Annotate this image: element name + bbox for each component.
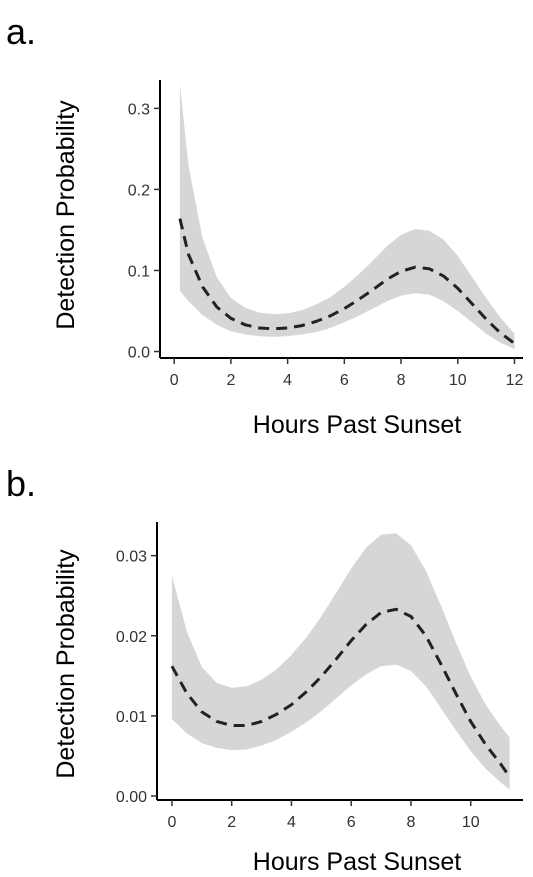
x-tick-label: 0 bbox=[167, 814, 176, 831]
panel-label: a. bbox=[6, 11, 36, 52]
x-tick-label: 12 bbox=[506, 372, 524, 389]
x-tick-label: 10 bbox=[462, 814, 480, 831]
chart-panel-a: a. 0 2 4 6 8 10 12 0.0 0.1 0.2 0.3 Hours Past Sunset… bbox=[6, 11, 523, 439]
y-tick-label: 0.03 bbox=[116, 549, 147, 566]
x-axis-title: Hours Past Sunset bbox=[253, 411, 461, 439]
x-tick-label: 0 bbox=[170, 372, 179, 389]
y-tick-label: 0.3 bbox=[128, 101, 150, 118]
x-tick-label: 6 bbox=[340, 372, 349, 389]
y-axis-title: Detection Probability bbox=[52, 100, 80, 330]
y-tick-label: 0.1 bbox=[128, 263, 150, 280]
chart-panel-b: b. 0 2 4 6 8 10 0.00 0.01 0.02 0.03 Hours Past Suns… bbox=[6, 463, 523, 876]
x-tick-label: 4 bbox=[287, 814, 296, 831]
confidence-ribbon bbox=[179, 84, 515, 350]
mean-line bbox=[178, 218, 516, 345]
x-tick-label: 2 bbox=[227, 814, 236, 831]
y-tick-label: 0.2 bbox=[128, 182, 150, 199]
x-tick-label: 2 bbox=[226, 372, 235, 389]
y-axis-title: Detection Probability bbox=[52, 549, 80, 779]
y-tick-label: 0.01 bbox=[116, 709, 147, 726]
x-tick-label: 6 bbox=[347, 814, 356, 831]
y-tick-label: 0.02 bbox=[116, 629, 147, 646]
x-tick-label: 10 bbox=[449, 372, 467, 389]
y-tick-label: 0.00 bbox=[116, 789, 147, 806]
confidence-ribbon bbox=[171, 533, 510, 790]
x-tick-label: 4 bbox=[283, 372, 292, 389]
x-axis-title: Hours Past Sunset bbox=[253, 848, 461, 876]
x-tick-label: 8 bbox=[407, 814, 416, 831]
panel-label: b. bbox=[6, 463, 36, 504]
x-tick-label: 8 bbox=[397, 372, 406, 389]
y-tick-label: 0.0 bbox=[128, 345, 150, 362]
